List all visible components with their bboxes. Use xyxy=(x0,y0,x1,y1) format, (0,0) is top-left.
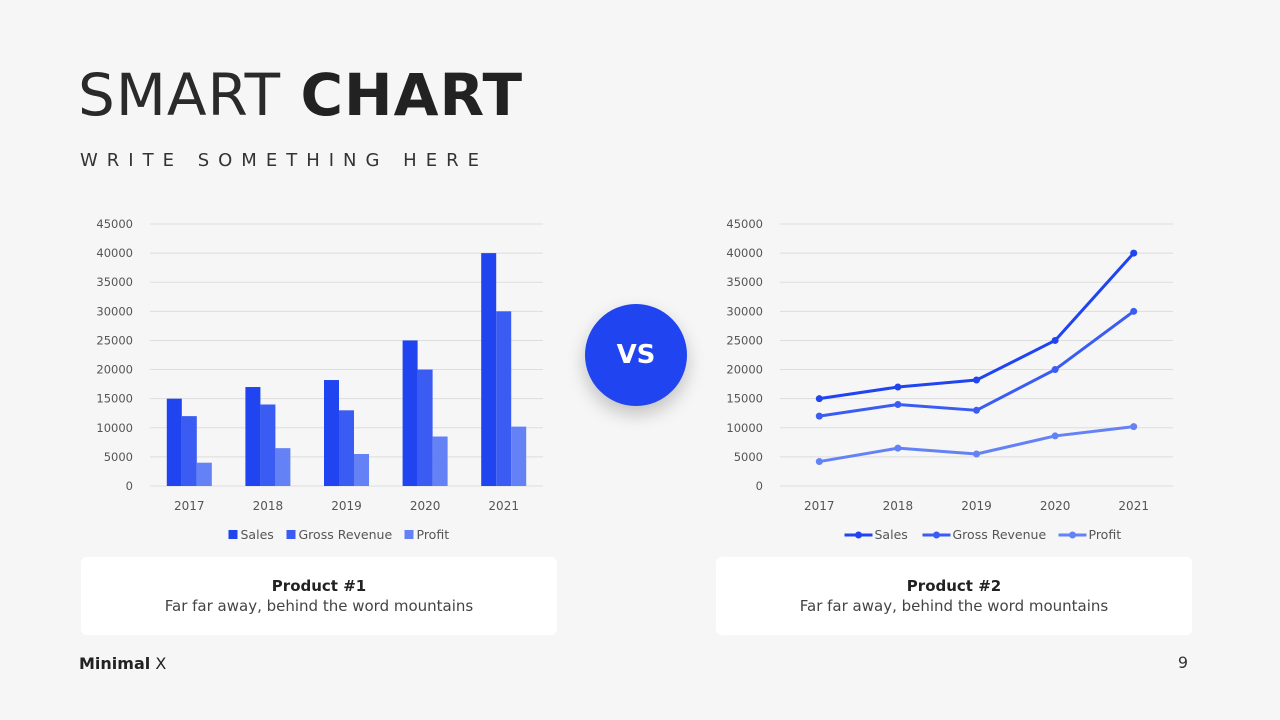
x-tick-label: 2020 xyxy=(1040,499,1071,513)
legend-label: Sales xyxy=(875,527,908,542)
point-sales xyxy=(894,383,902,391)
legend-label: Gross Revenue xyxy=(953,527,1047,542)
legend-label: Sales xyxy=(241,527,274,542)
line-chart-product-2: 0 5000 10000 15000 20000 25000 30000 35000 40000… xyxy=(726,217,1173,542)
y-tick-label: 25000 xyxy=(96,333,133,347)
x-tick-label: 2021 xyxy=(1118,499,1149,513)
bar-sales xyxy=(481,253,497,486)
y-tick-label: 40000 xyxy=(726,246,763,260)
y-tick-label: 10000 xyxy=(96,421,133,435)
y-tick-label: 30000 xyxy=(96,304,133,318)
legend-item: Gross Revenue xyxy=(286,527,393,542)
legend-item: Sales xyxy=(844,527,908,542)
footer-brand: Minimal X xyxy=(79,654,166,673)
brand-bold: Minimal xyxy=(79,654,151,673)
bar-profit xyxy=(275,448,291,486)
y-tick-label: 30000 xyxy=(726,304,763,318)
product-card-title: Product #1 xyxy=(271,577,367,595)
point-sales xyxy=(973,376,980,384)
bar-gross-revenue xyxy=(496,311,512,486)
y-tick-label: 45000 xyxy=(96,217,133,231)
legend-marker xyxy=(1069,531,1076,539)
point-gross-revenue xyxy=(815,412,823,420)
bar-gross-revenue xyxy=(339,410,354,486)
line-gross-revenue xyxy=(819,310,1135,418)
y-tick-label: 5000 xyxy=(734,450,763,464)
y-tick-label: 10000 xyxy=(726,421,763,435)
product-card-2: Product #2 Far far away, behind the word… xyxy=(716,557,1192,635)
bar-profit xyxy=(354,453,369,486)
legend-swatch xyxy=(228,530,238,539)
legend-swatch xyxy=(404,530,414,539)
bar-sales xyxy=(402,340,418,486)
y-tick-label: 20000 xyxy=(96,363,133,377)
y-tick-label: 35000 xyxy=(726,275,763,289)
y-tick-label: 0 xyxy=(126,479,133,493)
point-profit xyxy=(815,458,823,466)
title-bold-part: CHART xyxy=(300,61,524,129)
product-card-description: Far far away, behind the word mountains xyxy=(164,597,474,615)
bar-gross-revenue xyxy=(260,404,276,486)
y-tick-label: 5000 xyxy=(104,450,133,464)
vs-badge: VS xyxy=(585,304,687,406)
point-profit xyxy=(1051,432,1059,440)
bar-sales xyxy=(245,387,261,486)
point-gross-revenue xyxy=(1051,366,1059,374)
legend-marker xyxy=(933,531,940,539)
bar-profit xyxy=(432,436,448,486)
y-tick-label: 20000 xyxy=(726,363,763,377)
y-tick-label: 45000 xyxy=(726,217,763,231)
legend-swatch xyxy=(286,530,296,539)
page-subtitle: WRITE SOMETHING HERE xyxy=(80,150,488,171)
brand-light: X xyxy=(155,654,167,673)
legend-item: Profit xyxy=(1058,527,1122,542)
title-light-part: SMART xyxy=(78,61,282,129)
product-card-description: Far far away, behind the word mountains xyxy=(799,597,1109,615)
x-tick-label: 2020 xyxy=(410,499,441,513)
y-tick-label: 40000 xyxy=(96,246,133,260)
legend-item: Sales xyxy=(228,527,274,542)
x-tick-label: 2018 xyxy=(883,499,914,513)
y-tick-label: 25000 xyxy=(726,333,763,347)
point-sales xyxy=(815,395,823,403)
page-number: 9 xyxy=(1177,653,1188,672)
product-card-title: Product #2 xyxy=(906,577,1002,595)
bar-sales xyxy=(166,398,182,486)
bar-gross-revenue xyxy=(417,369,433,486)
point-profit xyxy=(1130,423,1138,431)
y-tick-label: 15000 xyxy=(96,392,133,406)
legend-label: Gross Revenue xyxy=(299,527,393,542)
bar-sales xyxy=(324,380,339,486)
legend-item: Gross Revenue xyxy=(922,527,1047,542)
legend-label: Profit xyxy=(1089,527,1122,542)
x-tick-label: 2017 xyxy=(804,499,835,513)
x-tick-label: 2021 xyxy=(488,499,519,513)
y-tick-label: 0 xyxy=(756,479,763,493)
point-sales xyxy=(1130,249,1138,257)
point-gross-revenue xyxy=(1130,307,1138,315)
x-tick-label: 2017 xyxy=(174,499,205,513)
legend-label: Profit xyxy=(417,527,450,542)
product-card-1: Product #1 Far far away, behind the word… xyxy=(81,557,557,635)
point-sales xyxy=(1051,336,1059,344)
legend-marker xyxy=(855,531,862,539)
y-tick-label: 15000 xyxy=(726,392,763,406)
point-gross-revenue xyxy=(973,406,980,414)
point-profit xyxy=(894,444,902,452)
bar-chart-product-1: 0 5000 10000 15000 20000 25000 30000 35000 40000… xyxy=(96,217,543,542)
bar-profit xyxy=(511,426,527,486)
point-gross-revenue xyxy=(894,400,902,408)
bar-gross-revenue xyxy=(181,416,197,486)
y-tick-label: 35000 xyxy=(96,275,133,289)
legend-item: Profit xyxy=(404,527,450,542)
x-tick-label: 2019 xyxy=(961,499,992,513)
page-title: SMART CHART xyxy=(78,66,523,124)
point-profit xyxy=(973,450,980,458)
x-tick-label: 2019 xyxy=(331,499,362,513)
x-tick-label: 2018 xyxy=(253,499,284,513)
bar-profit xyxy=(196,462,212,486)
